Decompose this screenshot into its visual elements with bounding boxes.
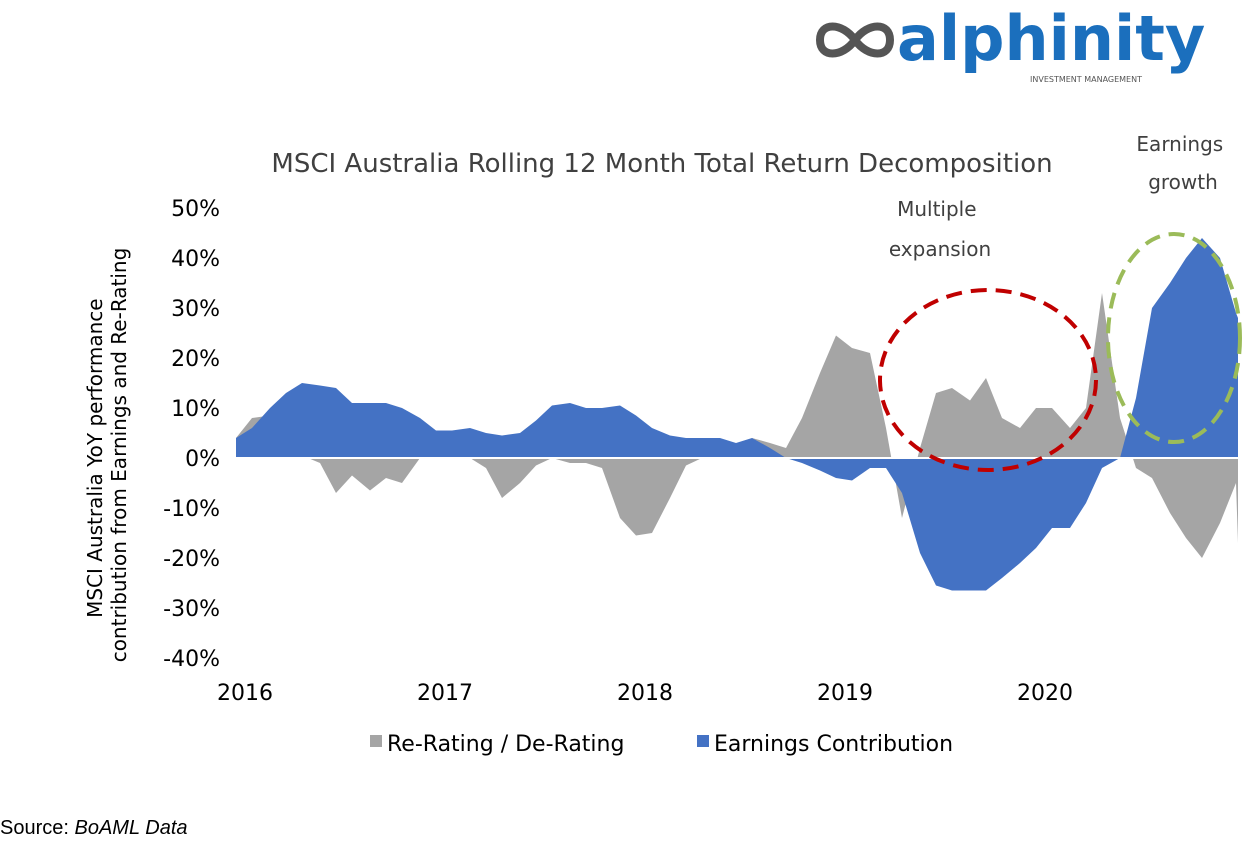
x-tick-label: 2019 — [817, 681, 873, 706]
y-tick-label: -40% — [163, 647, 220, 672]
series-layer — [236, 238, 1238, 591]
infinity-icon — [815, 22, 895, 58]
multiple-expansion-circle — [878, 288, 1098, 472]
y-tick-label: -20% — [163, 547, 220, 572]
y-tick-label: 20% — [171, 347, 220, 372]
legend: Re-Rating / De-Rating Earnings Contributi… — [370, 732, 953, 757]
earnings-growth-label: Earnings growth — [1136, 132, 1229, 194]
logo-wordmark: alphinity — [897, 2, 1205, 75]
earnings-growth-circle — [1106, 232, 1242, 444]
y-tick-label: -30% — [163, 597, 220, 622]
legend-label-1: Earnings Contribution — [714, 732, 953, 757]
legend-swatch-0 — [370, 735, 382, 747]
source-label: Source: — [0, 817, 69, 839]
x-tick-labels: 2016 2017 2018 2019 2020 — [217, 681, 1073, 706]
logo: alphinity INVESTMENT MANAGEMENT — [815, 2, 1205, 84]
x-tick-label: 2017 — [417, 681, 473, 706]
series-area-re-rating — [236, 293, 1238, 558]
multiple-expansion-label: Multiple expansion — [889, 197, 991, 261]
earnings-growth-line-1: Earnings — [1136, 132, 1223, 156]
multiple-expansion-line-2: expansion — [889, 237, 991, 261]
y-tick-label: 40% — [171, 247, 220, 272]
source-note: Source: BoAML Data — [0, 817, 188, 840]
y-axis-label-line-1: MSCI Australia YoY performance — [83, 298, 107, 617]
x-tick-label: 2020 — [1017, 681, 1073, 706]
y-tick-label: 10% — [171, 397, 220, 422]
y-tick-label: 0% — [185, 447, 220, 472]
y-tick-labels: 50% 40% 30% 20% 10% 0% -10% -20% -30% -40% — [163, 197, 220, 672]
y-axis-label: MSCI Australia YoY performance contribut… — [83, 248, 131, 663]
source-value: BoAML Data — [74, 817, 188, 839]
earnings-growth-line-2: growth — [1148, 170, 1218, 194]
logo-tagline: INVESTMENT MANAGEMENT — [1030, 75, 1142, 84]
y-axis-label-line-2: contribution from Earnings and Re-Rating — [107, 248, 131, 663]
legend-label-0: Re-Rating / De-Rating — [387, 732, 624, 757]
x-tick-label: 2018 — [617, 681, 673, 706]
x-tick-label: 2016 — [217, 681, 273, 706]
multiple-expansion-line-1: Multiple — [897, 197, 976, 221]
y-tick-label: 50% — [171, 197, 220, 222]
y-tick-label: 30% — [171, 297, 220, 322]
chart-title: MSCI Australia Rolling 12 Month Total Re… — [271, 149, 1052, 179]
legend-swatch-1 — [697, 735, 709, 747]
series-area-earnings — [236, 238, 1238, 591]
y-tick-label: -10% — [163, 497, 220, 522]
